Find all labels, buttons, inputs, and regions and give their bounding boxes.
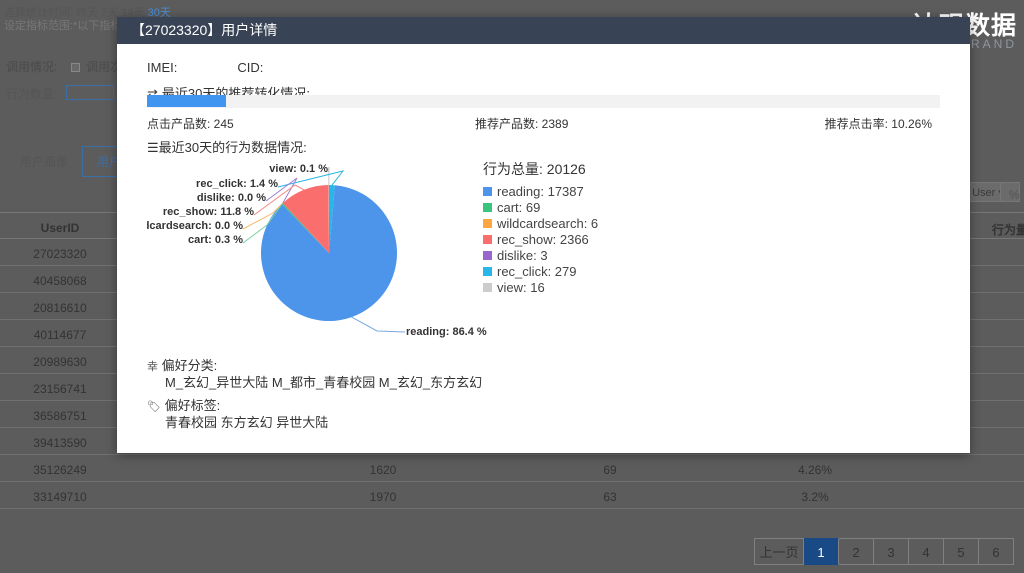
svg-text:rec_click: 1.4 %: rec_click: 1.4 % (196, 178, 278, 190)
svg-text:cart: 0.3 %: cart: 0.3 % (188, 234, 243, 246)
svg-text:view: 0.1 %: view: 0.1 % (269, 163, 328, 175)
svg-text:wildcardsearch: 0.0 %: wildcardsearch: 0.0 % (147, 220, 243, 232)
svg-text:reading: 86.4 %: reading: 86.4 % (406, 326, 487, 338)
svg-text:dislike: 0.0 %: dislike: 0.0 % (197, 192, 266, 204)
svg-text:rec_show: 11.8 %: rec_show: 11.8 % (163, 206, 254, 218)
